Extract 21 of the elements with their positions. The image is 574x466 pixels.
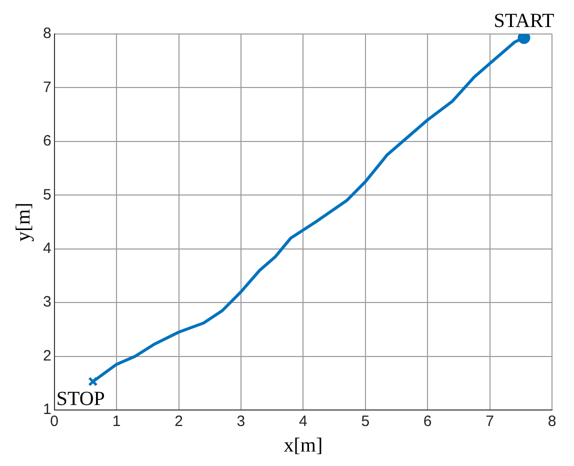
x-tick-label: 6 [423,413,432,430]
y-tick-label: 1 [43,401,52,418]
x-tick-label: 7 [486,413,494,430]
y-tick-label: 3 [43,294,52,311]
x-tick-label: 4 [299,413,308,430]
y-axis-title: y[m] [12,202,34,242]
x-axis-title: x[m] [284,434,323,456]
x-tick-label: 1 [112,413,121,430]
x-tick-label: 8 [548,413,556,430]
y-tick-label: 5 [43,186,52,204]
x-tick-label: 3 [236,413,246,430]
y-tick-label: 8 [43,25,52,42]
x-tick-label: 0 [50,413,59,430]
y-tick-label: 2 [43,347,52,364]
y-tick-label: 7 [43,78,52,96]
y-tick-label: 6 [43,132,52,150]
y-tick-label: 4 [43,240,52,257]
x-tick-label: 5 [361,413,370,430]
annotation: START [494,10,554,32]
annotation: STOP [56,388,105,410]
x-tick-label: 2 [174,413,183,430]
